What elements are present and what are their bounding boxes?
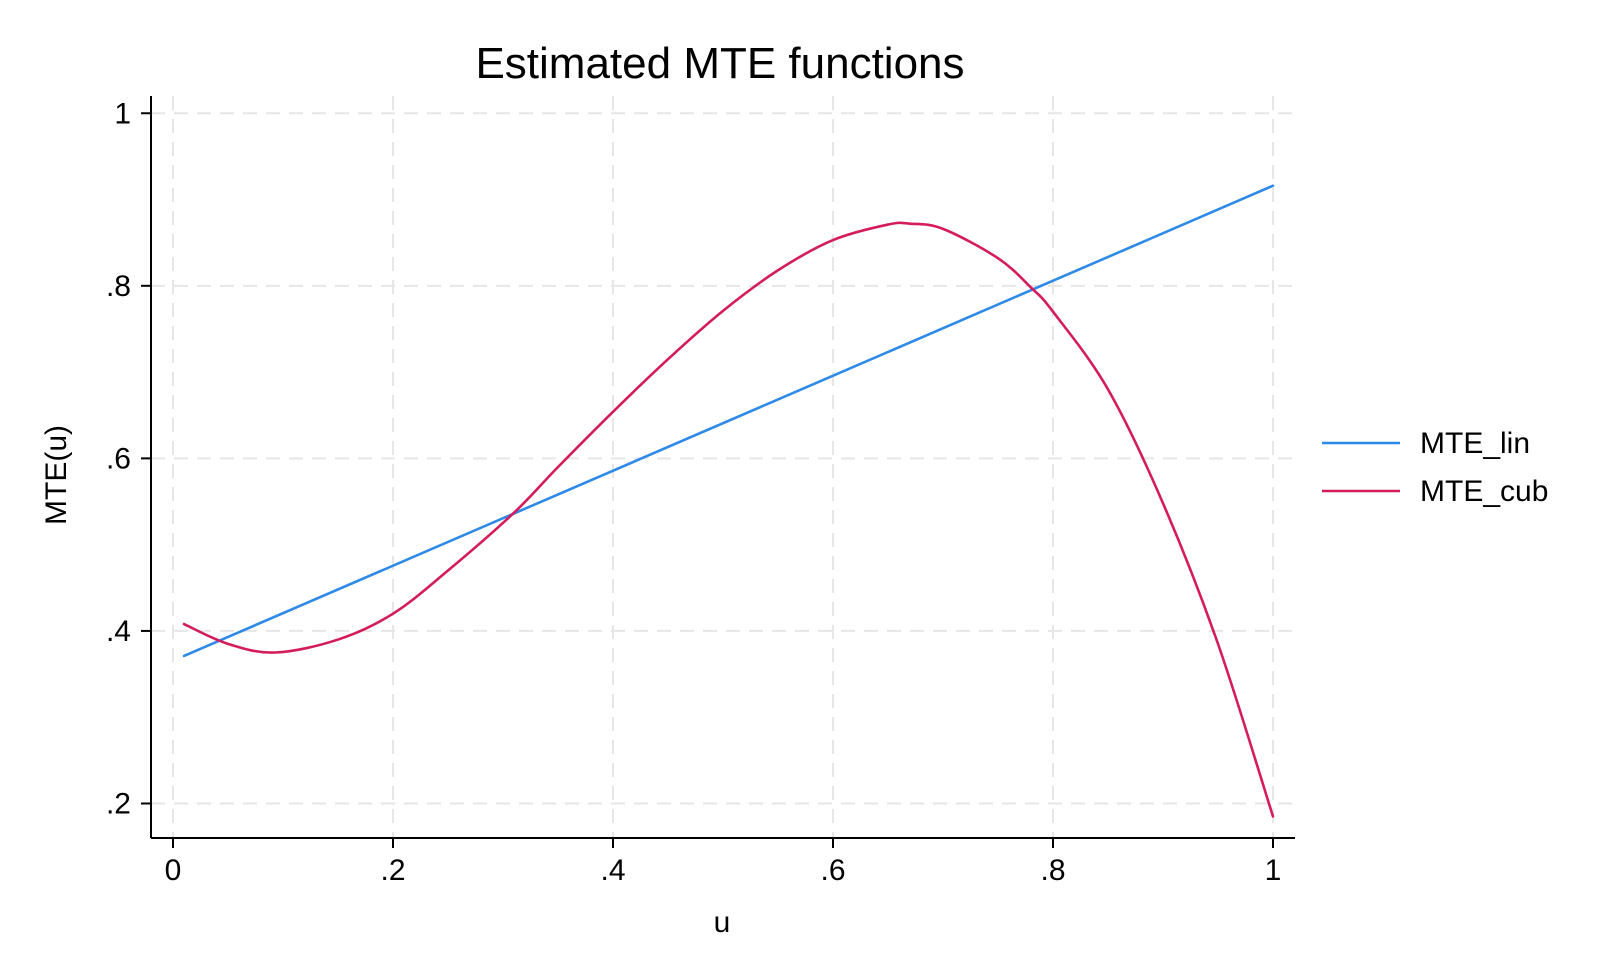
y-tick-label: 1 <box>114 97 131 130</box>
x-tick-label: .6 <box>820 854 845 887</box>
x-tick-label: .4 <box>600 854 625 887</box>
grid <box>151 96 1295 838</box>
series-line-mte-lin <box>182 184 1275 658</box>
x-axis-label: u <box>714 906 731 939</box>
x-tick-label: .8 <box>1040 854 1065 887</box>
chart-title: Estimated MTE functions <box>475 39 964 88</box>
legend: MTE_lin MTE_cub <box>1322 427 1548 508</box>
axes: 0 .2 .4 .6 .8 1 .2 .4 .6 .8 1 <box>106 96 1295 887</box>
y-tick-label: .6 <box>106 442 131 475</box>
plot-area <box>182 184 1275 818</box>
y-tick-label: .4 <box>106 615 131 648</box>
y-axis-label: MTE(u) <box>40 425 73 525</box>
legend-label: MTE_cub <box>1420 475 1548 508</box>
series-line-mte-cub <box>182 221 1275 818</box>
x-tick-label: 0 <box>165 854 182 887</box>
x-tick-label: .2 <box>380 854 405 887</box>
legend-label: MTE_lin <box>1420 427 1530 460</box>
y-tick-label: .2 <box>106 787 131 820</box>
x-tick-label: 1 <box>1265 854 1282 887</box>
y-tick-label: .8 <box>106 270 131 303</box>
